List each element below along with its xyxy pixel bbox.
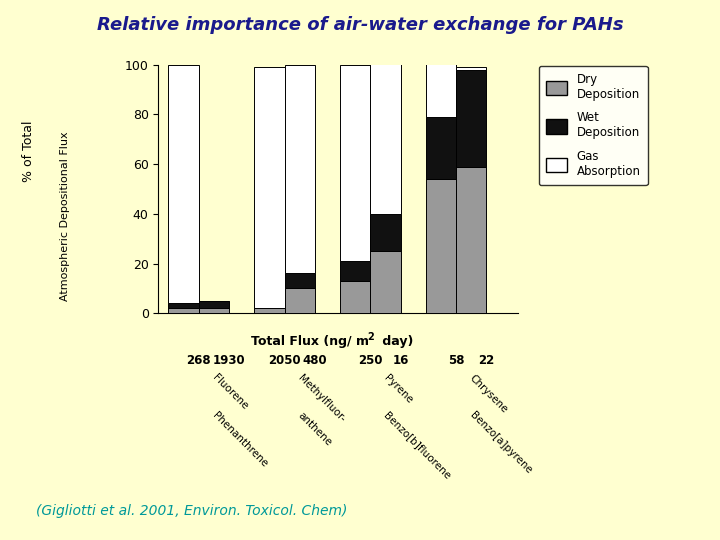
Text: Chrysene: Chrysene [468,373,510,415]
Bar [168,303,199,308]
Bar [168,308,199,313]
Text: Benzo[b]fluorene: Benzo[b]fluorene [382,410,453,481]
Text: 268: 268 [186,354,211,367]
Text: (Gigliotti et al. 2001, Environ. Toxicol. Chem): (Gigliotti et al. 2001, Environ. Toxicol… [36,504,347,518]
Text: 22: 22 [478,354,495,367]
Bar [254,68,284,308]
Text: Methylfluor-: Methylfluor- [296,373,348,424]
Bar [284,65,315,273]
Bar [370,57,400,214]
Text: Benzo[a]pyrene: Benzo[a]pyrene [468,410,534,476]
Bar [426,179,456,313]
Bar [456,70,487,167]
Legend: Dry
Deposition, Wet
Deposition, Gas
Absorption: Dry Deposition, Wet Deposition, Gas Abso… [539,66,647,185]
Bar [168,65,199,303]
Bar [284,273,315,288]
Bar [254,308,284,313]
Text: 1930: 1930 [212,354,246,367]
Text: Pyrene: Pyrene [382,373,415,405]
Text: 2050: 2050 [269,354,301,367]
Bar [426,62,456,117]
Text: day): day) [378,335,413,348]
Text: Phenanthrene: Phenanthrene [210,410,269,469]
Text: 16: 16 [392,354,409,367]
Text: anthene: anthene [296,410,334,448]
Text: Relative importance of air-water exchange for PAHs: Relative importance of air-water exchang… [96,16,624,34]
Text: 2: 2 [367,332,374,342]
Text: Fluorene: Fluorene [210,373,250,412]
Text: % of Total: % of Total [22,120,35,182]
Bar [426,117,456,179]
Text: Atmospheric Depositional Flux: Atmospheric Depositional Flux [60,131,70,301]
Bar [199,301,229,308]
Text: 58: 58 [448,354,464,367]
Bar [456,167,487,313]
Bar [199,308,229,313]
Text: 250: 250 [358,354,382,367]
Bar [340,281,370,313]
Bar [370,251,400,313]
Bar [456,68,487,70]
Bar [340,261,370,281]
Text: 480: 480 [302,354,327,367]
Bar [284,288,315,313]
Text: Total Flux (ng/ m: Total Flux (ng/ m [251,335,369,348]
Bar [340,65,370,261]
Bar [370,214,400,251]
